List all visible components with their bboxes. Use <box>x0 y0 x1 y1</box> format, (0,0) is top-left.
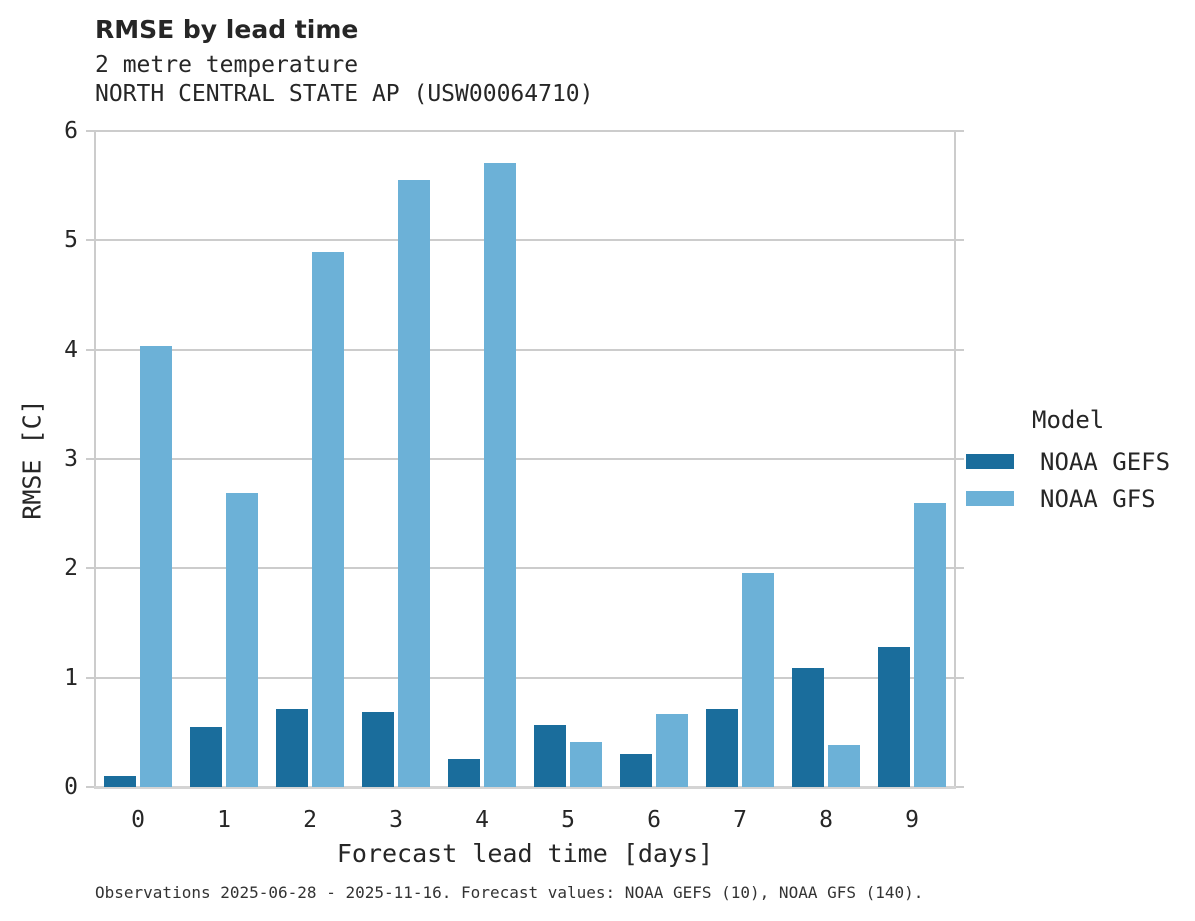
gridline-y-2 <box>95 567 955 570</box>
y-tick-label-0: 0 <box>64 774 78 800</box>
y-tick-label-5: 5 <box>64 227 78 254</box>
bar-noaa-gfs-6 <box>656 714 688 787</box>
bar-noaa-gefs-7 <box>706 709 738 787</box>
legend-swatch-noaa-gefs <box>966 454 1014 469</box>
bar-noaa-gfs-8 <box>828 745 860 787</box>
chart-subtitle-variable: 2 metre temperature <box>95 52 359 78</box>
bar-noaa-gfs-5 <box>570 742 602 787</box>
x-tick-label-0: 0 <box>131 807 145 833</box>
y-tick-right-1 <box>956 676 964 679</box>
y-tick-right-6 <box>956 130 964 132</box>
y-tick-left-5 <box>86 239 94 242</box>
gridline-y-4 <box>95 348 955 351</box>
axis-spine-bottom <box>94 786 956 789</box>
bar-noaa-gefs-2 <box>276 709 308 787</box>
bar-noaa-gefs-3 <box>362 712 394 787</box>
y-tick-right-0 <box>956 786 964 788</box>
y-tick-left-1 <box>86 676 94 679</box>
y-tick-label-1: 1 <box>64 664 78 691</box>
gridline-y-1 <box>95 676 955 679</box>
y-tick-right-4 <box>956 348 964 351</box>
x-tick-label-4: 4 <box>475 807 489 833</box>
x-axis-label: Forecast lead time [days] <box>336 839 714 868</box>
bar-noaa-gfs-7 <box>742 573 774 787</box>
axis-spine-top <box>95 130 955 132</box>
y-tick-left-0 <box>86 786 94 788</box>
bar-noaa-gefs-5 <box>534 725 566 787</box>
bar-noaa-gefs-0 <box>104 776 136 787</box>
y-tick-label-2: 2 <box>64 555 78 582</box>
bar-noaa-gfs-0 <box>140 346 172 787</box>
bar-noaa-gefs-6 <box>620 754 652 787</box>
y-tick-label-3: 3 <box>64 446 78 472</box>
bar-noaa-gfs-3 <box>398 180 430 787</box>
x-tick-label-2: 2 <box>303 807 317 833</box>
x-tick-label-1: 1 <box>217 807 231 833</box>
footer-note: Observations 2025-06-28 - 2025-11-16. Fo… <box>95 883 924 902</box>
legend-swatch-noaa-gfs <box>966 491 1014 506</box>
y-tick-label-4: 4 <box>64 336 78 363</box>
y-tick-right-2 <box>956 567 964 570</box>
legend-label-noaa-gfs: NOAA GFS <box>1040 484 1156 513</box>
legend: Model NOAA GEFS NOAA GFS <box>966 406 1170 517</box>
y-tick-right-3 <box>956 458 964 460</box>
bar-noaa-gfs-2 <box>312 252 344 787</box>
bar-noaa-gefs-1 <box>190 727 222 787</box>
gridline-y-5 <box>95 239 955 242</box>
y-tick-left-2 <box>86 567 94 570</box>
bar-noaa-gefs-9 <box>878 647 910 787</box>
y-tick-left-6 <box>86 130 94 132</box>
bar-noaa-gfs-1 <box>226 493 258 787</box>
legend-item-noaa-gfs: NOAA GFS <box>966 480 1170 517</box>
y-tick-left-3 <box>86 458 94 460</box>
legend-item-noaa-gefs: NOAA GEFS <box>966 443 1170 480</box>
bar-noaa-gefs-8 <box>792 668 824 787</box>
y-tick-label-6: 6 <box>64 118 78 144</box>
axis-spine-right <box>954 130 956 788</box>
x-tick-label-6: 6 <box>647 807 661 833</box>
chart-title: RMSE by lead time <box>95 15 359 44</box>
legend-title: Model <box>1032 406 1105 434</box>
y-tick-right-5 <box>956 239 964 242</box>
chart-subtitle-station: NORTH CENTRAL STATE AP (USW00064710) <box>95 81 594 107</box>
x-tick-label-3: 3 <box>389 807 403 833</box>
x-tick-label-5: 5 <box>561 807 575 833</box>
x-tick-label-9: 9 <box>905 807 919 833</box>
x-tick-label-7: 7 <box>733 807 747 833</box>
legend-label-noaa-gefs: NOAA GEFS <box>1040 447 1171 476</box>
x-tick-label-8: 8 <box>819 807 833 833</box>
gridline-y-3 <box>95 458 955 460</box>
y-tick-left-4 <box>86 348 94 351</box>
bar-noaa-gfs-9 <box>914 503 946 787</box>
bar-noaa-gfs-4 <box>484 163 516 787</box>
bar-noaa-gefs-4 <box>448 759 480 787</box>
